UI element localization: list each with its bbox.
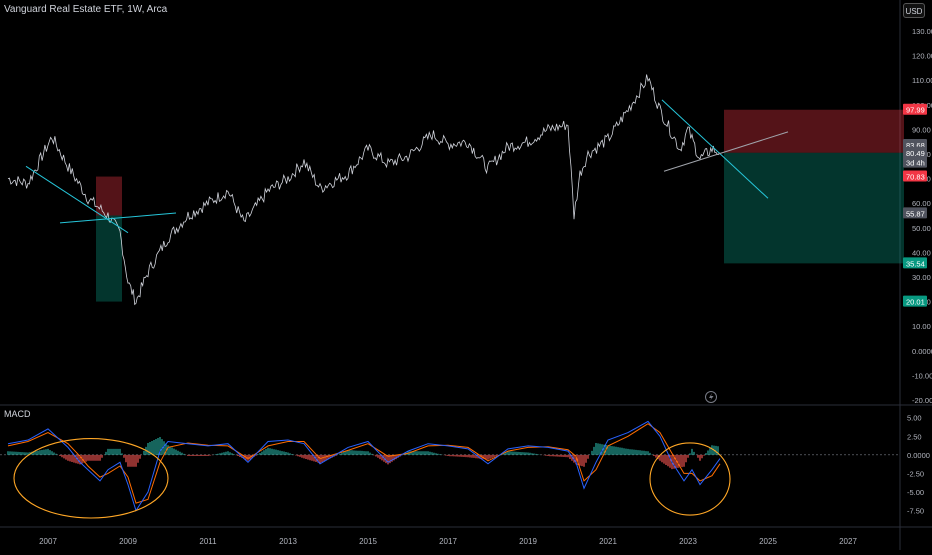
price-tick-8: 50.00 <box>912 224 931 233</box>
macd-circle-annotation-1 <box>649 442 731 516</box>
time-tick-7: 2021 <box>599 537 617 546</box>
price-tick-13: 0.0000 <box>912 347 932 356</box>
price-tick-4: 90.00 <box>912 125 931 134</box>
price-label-box-5 <box>903 207 927 219</box>
trendline-2 <box>661 99 769 199</box>
trendline-0 <box>25 165 129 234</box>
price-label-4: 70.83 <box>906 173 925 182</box>
time-tick-10: 2027 <box>839 537 857 546</box>
time-tick-2: 2011 <box>199 537 217 546</box>
macd-tick-3: -2.50 <box>907 469 924 478</box>
chart-title: Vanguard Real Estate ETF, 1W, Arca <box>4 4 168 15</box>
price-label-box-0 <box>903 103 927 115</box>
price-tick-7: 60.00 <box>912 199 931 208</box>
macd-tick-5: -7.50 <box>907 507 924 516</box>
time-tick-5: 2017 <box>439 537 457 546</box>
price-label-2: 80.49 <box>906 149 925 158</box>
price-label-box-3 <box>903 156 927 168</box>
price-label-box-7 <box>903 295 927 307</box>
macd-label: MACD <box>4 409 31 419</box>
time-tick-6: 2019 <box>519 537 537 546</box>
price-label-box-2 <box>903 146 927 158</box>
macd-histogram-positive <box>7 437 719 455</box>
flash-icon-bolt <box>709 393 714 401</box>
target-zone-1 <box>724 152 904 264</box>
macd-tick-1: 2.50 <box>907 432 922 441</box>
price-label-box-4 <box>903 170 927 182</box>
price-tick-14: -10.00 <box>912 371 932 380</box>
price-tick-9: 40.00 <box>912 248 931 257</box>
price-label-6: 35.54 <box>906 259 925 268</box>
time-tick-3: 2013 <box>279 537 297 546</box>
time-tick-0: 2007 <box>39 537 57 546</box>
price-series-line <box>7 74 721 306</box>
price-label-1: 83.68 <box>906 141 925 150</box>
price-label-box-6 <box>903 257 927 269</box>
price-tick-12: 10.00 <box>912 322 931 331</box>
macd-circle-annotation-0 <box>13 437 169 519</box>
time-tick-9: 2025 <box>759 537 777 546</box>
time-tick-1: 2009 <box>119 537 137 546</box>
time-tick-8: 2023 <box>679 537 697 546</box>
price-label-3: 3d 4h <box>906 159 925 168</box>
stop-zone-1 <box>724 109 904 153</box>
macd-tick-4: -5.00 <box>907 488 924 497</box>
macd-tick-0: 5.00 <box>907 414 922 423</box>
currency-button[interactable]: USD <box>903 3 925 18</box>
price-label-7: 20.01 <box>906 298 925 307</box>
target-zone-0 <box>96 215 122 302</box>
price-tick-1: 120.00 <box>912 52 932 61</box>
time-tick-4: 2015 <box>359 537 377 546</box>
macd-line <box>7 420 721 512</box>
price-tick-2: 110.00 <box>912 76 932 85</box>
macd-signal-line <box>7 423 721 504</box>
price-tick-0: 130.00 <box>912 27 932 36</box>
price-label-5: 55.87 <box>906 209 925 218</box>
stop-zone-0 <box>96 176 122 216</box>
trendline-1 <box>59 212 177 224</box>
flash-icon <box>705 391 717 403</box>
price-label-0: 97.99 <box>906 106 925 115</box>
price-tick-15: -20.00 <box>912 396 932 405</box>
macd-tick-2: 0.0000 <box>907 451 930 460</box>
trendline-3 <box>663 131 789 172</box>
price-tick-10: 30.00 <box>912 273 931 282</box>
